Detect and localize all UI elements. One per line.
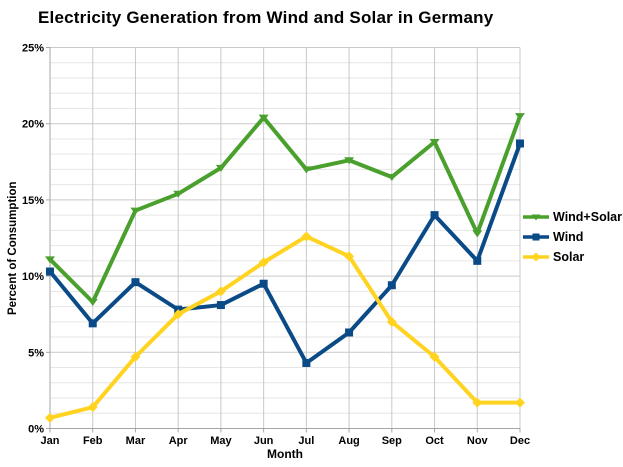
- legend: Wind+Solar Wind Solar: [523, 207, 623, 267]
- marker-square: [88, 319, 97, 328]
- marker-triangle-down: [45, 256, 55, 264]
- legend-label: Solar: [553, 250, 585, 264]
- x-tick-label: Aug: [338, 435, 359, 447]
- y-tick-label: 15%: [22, 195, 44, 207]
- legend-label: Wind+Solar: [553, 210, 622, 224]
- legend-label: Wind: [553, 230, 584, 244]
- legend-item-wind: Wind: [523, 227, 623, 247]
- marker-diamond: [87, 402, 98, 413]
- marker-square: [259, 279, 268, 288]
- marker-triangle-down: [215, 164, 226, 172]
- marker-square: [216, 301, 225, 310]
- marker-square: [46, 267, 54, 276]
- marker-diamond: [386, 316, 397, 327]
- x-tick-label: Dec: [510, 435, 530, 447]
- marker-triangle-down: [472, 230, 483, 238]
- legend-marker-solar: [523, 252, 549, 262]
- marker-diamond: [429, 351, 440, 362]
- x-tick-label: Jul: [298, 435, 314, 447]
- marker-diamond: [173, 309, 184, 320]
- legend-item-solar: Solar: [523, 247, 623, 267]
- x-tick-label: Mar: [126, 435, 146, 447]
- y-tick-label: 0%: [28, 424, 44, 436]
- marker-triangle-down: [173, 190, 184, 198]
- x-tick-label: May: [210, 435, 232, 447]
- marker-diamond: [301, 231, 312, 242]
- x-tick-label: Feb: [83, 435, 103, 447]
- y-tick-label: 5%: [28, 347, 44, 359]
- x-axis-title: Month: [267, 447, 303, 461]
- marker-triangle-down: [515, 113, 525, 121]
- x-tick-label: Jun: [254, 435, 274, 447]
- marker-square: [302, 358, 311, 367]
- legend-marker-wind: [523, 233, 549, 241]
- marker-triangle-down: [301, 166, 312, 174]
- x-tick-label: Jan: [41, 435, 60, 447]
- marker-diamond: [45, 412, 55, 423]
- series-line-solar: [48, 234, 522, 420]
- marker-triangle-down: [429, 138, 440, 146]
- x-tick-label: Apr: [169, 435, 189, 447]
- marker-triangle-down: [130, 207, 141, 215]
- marker-square: [516, 139, 524, 148]
- legend-marker-triangle-down: [531, 214, 541, 221]
- series-line-wind: [48, 141, 522, 365]
- y-tick-label: 20%: [22, 119, 44, 131]
- marker-triangle-down: [87, 299, 98, 307]
- marker-diamond: [258, 257, 269, 268]
- chart-title: Electricity Generation from Wind and Sol…: [38, 8, 494, 27]
- marker-diamond: [130, 351, 141, 362]
- legend-marker-square: [532, 233, 540, 241]
- marker-square: [430, 211, 439, 220]
- marker-diamond: [344, 251, 355, 262]
- series-line-wind-solar: [48, 114, 522, 305]
- marker-square: [131, 278, 140, 287]
- marker-triangle-down: [386, 174, 397, 182]
- marker-triangle-down: [344, 157, 355, 165]
- x-tick-label: Sep: [382, 435, 402, 447]
- marker-diamond: [515, 397, 525, 408]
- marker-diamond: [215, 286, 226, 297]
- marker-triangle-down: [258, 114, 269, 122]
- marker-square: [473, 256, 482, 265]
- marker-square: [387, 281, 396, 290]
- x-tick-label: Oct: [425, 435, 444, 447]
- x-tick-label: Nov: [467, 435, 489, 447]
- legend-marker-diamond: [531, 252, 541, 262]
- legend-item-wind-solar: Wind+Solar: [523, 207, 623, 227]
- y-tick-label: 10%: [22, 271, 44, 283]
- marker-square: [345, 328, 354, 337]
- y-tick-label: 25%: [22, 43, 44, 55]
- marker-diamond: [472, 397, 483, 408]
- legend-marker-wind-solar: [523, 214, 549, 221]
